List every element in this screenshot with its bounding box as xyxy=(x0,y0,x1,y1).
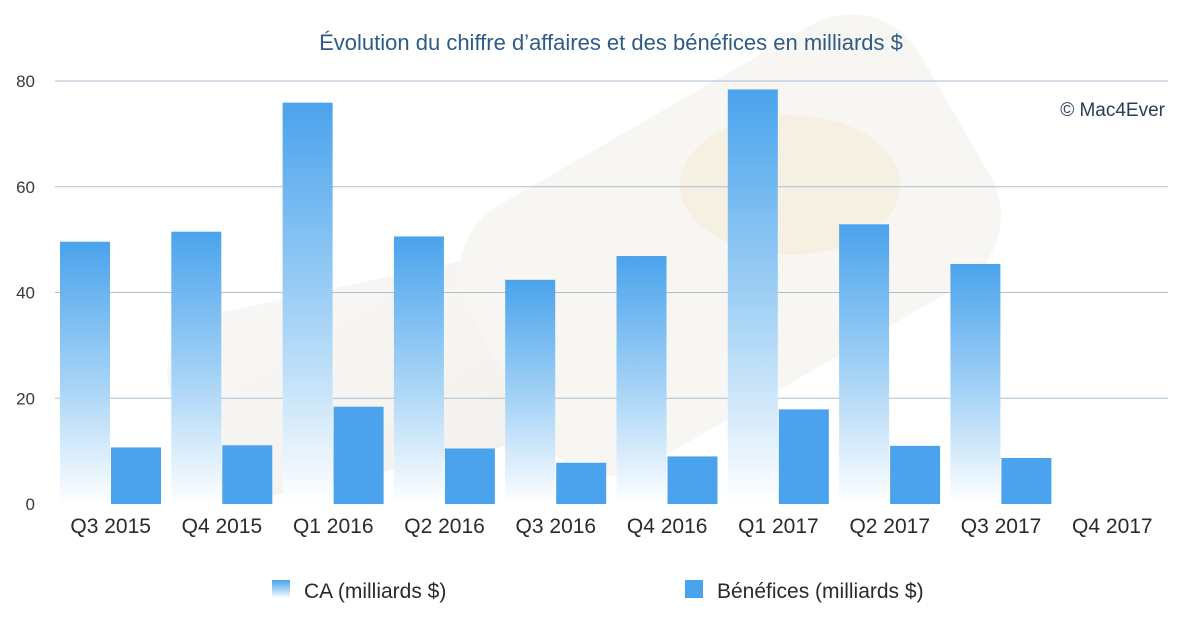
y-tick-label: 40 xyxy=(16,284,35,303)
bar-benefices xyxy=(667,456,718,504)
x-tick-label: Q3 2016 xyxy=(516,515,597,538)
y-tick-label: 60 xyxy=(16,178,35,197)
legend-label-ca: CA (milliards $) xyxy=(304,580,446,603)
bar-benefices xyxy=(333,406,384,504)
y-tick-label: 20 xyxy=(16,389,35,408)
bar-ca xyxy=(727,89,778,505)
bar-ca xyxy=(171,231,222,504)
bar-benefices xyxy=(222,445,273,504)
legend-swatch-ca xyxy=(272,580,290,598)
bar-ca xyxy=(616,256,667,504)
x-tick-label: Q2 2016 xyxy=(404,515,485,538)
x-tick-label: Q1 2016 xyxy=(293,515,374,538)
bar-ca xyxy=(282,102,333,505)
x-tick-label: Q1 2017 xyxy=(738,515,819,538)
bar-ca xyxy=(60,241,110,505)
bar-ca xyxy=(839,224,890,504)
x-tick-label: Q4 2016 xyxy=(627,515,708,538)
x-tick-label: Q2 2017 xyxy=(849,515,930,538)
legend-swatch-benefices xyxy=(685,580,703,598)
legend-label-benefices: Bénéfices (milliards $) xyxy=(717,580,924,603)
bar-benefices xyxy=(778,409,829,504)
watermark: © Mac4Ever xyxy=(1060,100,1165,121)
x-tick-label: Q4 2017 xyxy=(1072,515,1153,538)
x-tick-label: Q3 2015 xyxy=(70,515,151,538)
x-axis-labels: Q3 2015 Q4 2015 Q1 2016 Q2 2016 Q3 2016 Q4 20… xyxy=(70,515,1152,538)
x-tick-label: Q4 2015 xyxy=(182,515,263,538)
y-tick-label: 0 xyxy=(26,495,35,514)
chart-title: Évolution du chiffre d’affaires et des b… xyxy=(319,30,903,55)
x-tick-label: Q3 2017 xyxy=(961,515,1042,538)
bar-benefices xyxy=(444,448,495,504)
y-tick-label: 80 xyxy=(16,72,35,91)
bar-benefices xyxy=(890,445,941,504)
y-axis-ticks: 0 20 40 60 80 xyxy=(16,72,35,514)
bar-benefices xyxy=(1001,457,1052,504)
legend: CA (milliards $) Bénéfices (milliards $) xyxy=(272,580,924,603)
bar-benefices xyxy=(111,447,161,504)
bar-benefices xyxy=(556,462,607,504)
bars xyxy=(60,89,1052,505)
bar-ca xyxy=(393,236,444,504)
bar-ca xyxy=(505,279,556,504)
bar-ca xyxy=(950,263,1001,504)
